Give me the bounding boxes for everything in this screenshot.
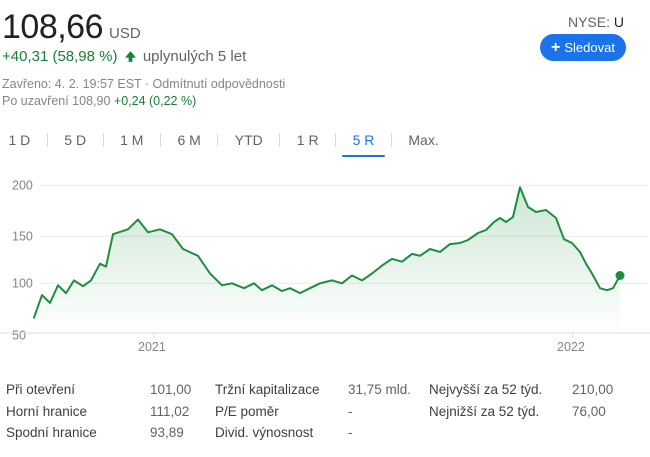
svg-text:2021: 2021 <box>138 340 166 354</box>
svg-text:50: 50 <box>12 329 26 343</box>
svg-text:150: 150 <box>12 230 33 244</box>
svg-text:100: 100 <box>12 277 33 291</box>
svg-text:200: 200 <box>12 179 33 193</box>
svg-text:2022: 2022 <box>557 340 585 354</box>
